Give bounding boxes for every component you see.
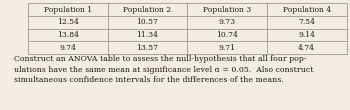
Text: Population 1: Population 1 [44, 6, 92, 14]
Text: Population 2: Population 2 [123, 6, 172, 14]
Text: Construct an ANOVA table to assess the null-hypothesis that all four pop-
ulatio: Construct an ANOVA table to assess the n… [14, 55, 314, 84]
Text: 9.74: 9.74 [59, 44, 76, 52]
Text: 9.73: 9.73 [218, 18, 236, 26]
Text: 11.34: 11.34 [136, 31, 159, 39]
Text: 10.74: 10.74 [216, 31, 238, 39]
Text: Population 3: Population 3 [203, 6, 251, 14]
Text: 7.54: 7.54 [298, 18, 315, 26]
Text: 4.74: 4.74 [298, 44, 315, 52]
Text: Population 4: Population 4 [283, 6, 331, 14]
Text: 9.14: 9.14 [298, 31, 315, 39]
Text: 13.57: 13.57 [136, 44, 159, 52]
Text: 10.57: 10.57 [136, 18, 158, 26]
Text: 13.84: 13.84 [57, 31, 79, 39]
Text: 9.71: 9.71 [218, 44, 236, 52]
Text: 12.54: 12.54 [57, 18, 79, 26]
